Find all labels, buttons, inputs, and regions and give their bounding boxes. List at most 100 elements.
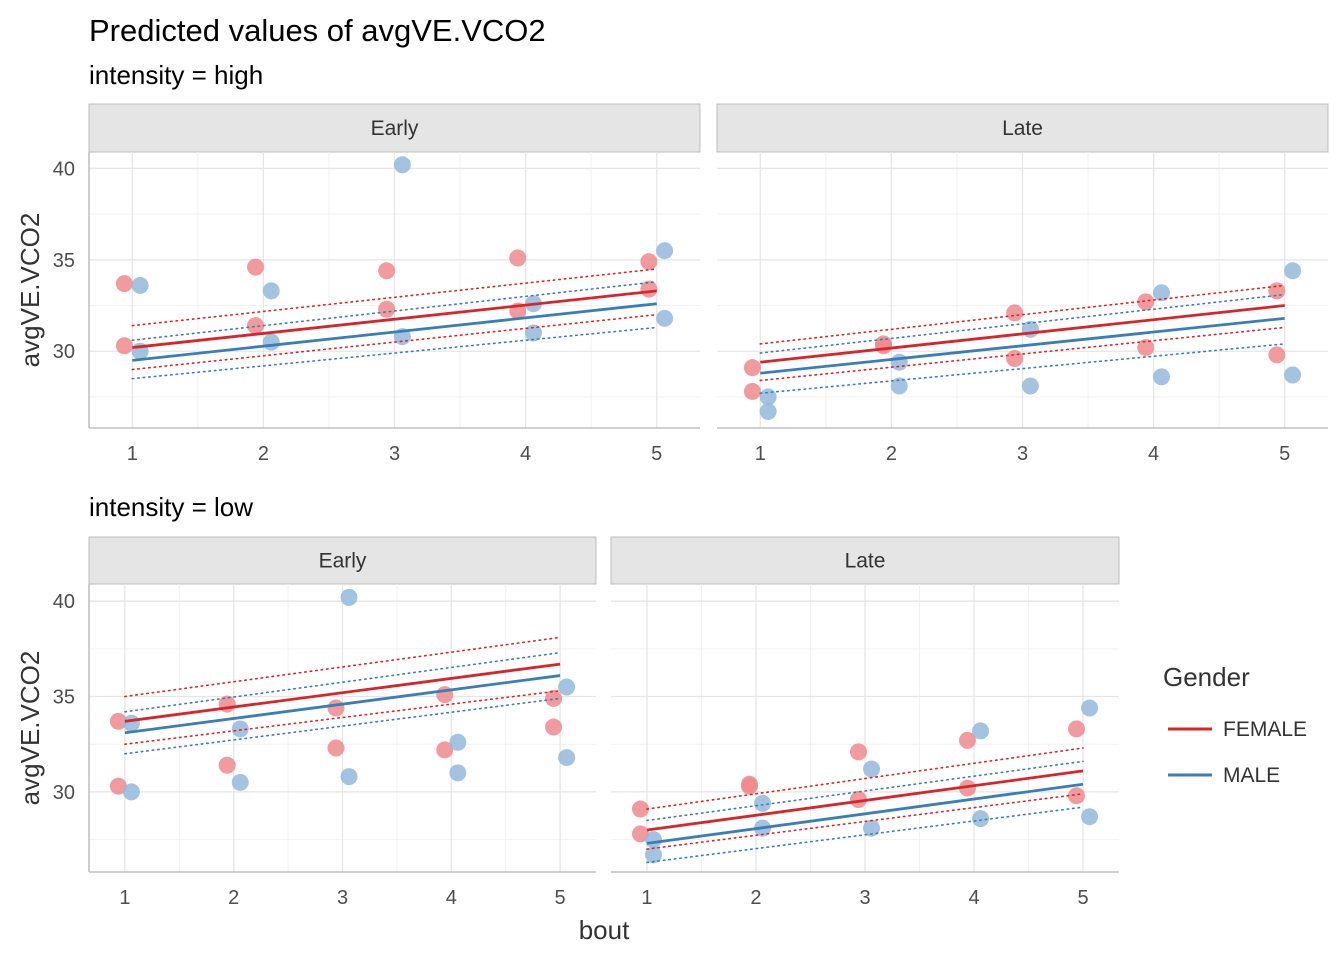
chart-title: Predicted values of avgVE.VCO2 [89, 13, 546, 48]
data-point-female [115, 337, 133, 355]
data-point-female [109, 777, 127, 795]
facet-strip-label: Early [371, 117, 419, 140]
fit-line-male [646, 782, 1084, 845]
x-tick-label: 5 [1077, 887, 1088, 909]
data-point-female [1067, 787, 1085, 805]
ci-lower-female [646, 793, 1084, 850]
data-point-male [449, 764, 467, 782]
data-point-female [640, 253, 658, 271]
data-point-male [890, 353, 908, 371]
data-point-male [1284, 366, 1302, 384]
fit-line-female [124, 662, 561, 723]
data-point-male [972, 722, 990, 740]
data-point-female [958, 779, 976, 797]
legend: Gender FEMALE MALE [1163, 662, 1307, 787]
data-point-female [640, 280, 658, 298]
data-point-male [863, 760, 881, 778]
data-point-male [231, 720, 249, 738]
panel-1-1: Late 1 2 3 4 5 [610, 536, 1120, 909]
data-point-female [247, 317, 265, 335]
data-point-female [631, 825, 649, 843]
x-tick-label: 1 [119, 887, 130, 909]
x-tick-label: 4 [968, 887, 979, 909]
y-axis-label-low: avgVE.VCO2 [15, 651, 45, 806]
x-tick-label: 3 [859, 887, 870, 909]
data-point-female [218, 695, 236, 713]
panel-0-1: Late 1 2 3 4 5 [716, 103, 1329, 465]
y-axis-label-high: avgVE.VCO2 [15, 213, 45, 368]
x-tick-label: 4 [1148, 443, 1159, 465]
data-point-male [656, 242, 674, 260]
data-point-male [262, 333, 280, 351]
legend-label-male: MALE [1223, 764, 1280, 787]
x-tick-label: 5 [555, 887, 566, 909]
facet-strip-label: Late [845, 550, 886, 573]
group-label-low: intensity = low [89, 492, 253, 522]
data-point-female [509, 249, 527, 267]
fit-line-male [132, 302, 657, 362]
y-tick-label: 35 [53, 687, 75, 709]
data-point-male [759, 388, 777, 406]
data-point-female [327, 739, 345, 757]
ci-upper-female [131, 268, 658, 327]
data-point-male [449, 733, 467, 751]
data-point-female [743, 382, 761, 400]
facet-strip [88, 536, 597, 585]
ci-lower-male [131, 326, 658, 380]
ci-upper-female [646, 747, 1084, 810]
x-tick-label: 1 [127, 443, 138, 465]
x-tick-label: 5 [1279, 443, 1290, 465]
data-point-male [122, 783, 140, 801]
facet-strip-label: Late [1002, 117, 1043, 140]
data-point-male [524, 324, 542, 342]
data-point-female [631, 800, 649, 818]
data-point-male [1152, 368, 1170, 386]
data-point-female [875, 337, 893, 355]
x-tick-label: 3 [389, 443, 400, 465]
ci-upper-male [124, 651, 561, 713]
facet-strip [716, 103, 1329, 153]
data-point-female [958, 731, 976, 749]
data-point-male [1021, 377, 1039, 395]
x-tick-label: 2 [228, 887, 239, 909]
fit-line-male [124, 674, 561, 735]
ci-upper-female [124, 636, 561, 698]
data-point-male [754, 794, 772, 812]
data-point-male [131, 276, 149, 294]
x-tick-label: 3 [1017, 443, 1028, 465]
data-point-male [645, 846, 663, 864]
y-tick-label: 30 [53, 782, 75, 804]
data-point-male [645, 831, 663, 849]
ci-lower-female [131, 313, 658, 371]
ci-lower-male [124, 697, 561, 755]
y-tick-label: 40 [53, 591, 75, 613]
data-point-female [849, 791, 867, 809]
fit-line-male [760, 316, 1285, 375]
ci-lower-male [759, 343, 1286, 395]
y-tick-label: 35 [53, 250, 75, 272]
data-point-female [1137, 339, 1155, 357]
ci-upper-male [131, 280, 658, 342]
data-point-male [759, 403, 777, 421]
x-tick-label: 4 [520, 443, 531, 465]
ci-lower-female [759, 326, 1286, 382]
data-point-female [1268, 346, 1286, 364]
fit-line-female [760, 304, 1285, 364]
ci-upper-male [646, 760, 1084, 822]
x-tick-label: 1 [755, 443, 766, 465]
x-tick-label: 4 [446, 887, 457, 909]
ci-lower-female [124, 690, 561, 746]
data-point-male [231, 773, 249, 791]
data-point-female [545, 689, 563, 707]
data-point-female [545, 718, 563, 736]
data-point-male [340, 768, 358, 786]
x-tick-label: 2 [750, 887, 761, 909]
x-tick-label: 5 [651, 443, 662, 465]
legend-title: Gender [1163, 662, 1250, 692]
x-tick-label: 2 [886, 443, 897, 465]
data-point-female [378, 262, 396, 280]
data-point-male [340, 588, 358, 606]
data-point-female [327, 699, 345, 717]
